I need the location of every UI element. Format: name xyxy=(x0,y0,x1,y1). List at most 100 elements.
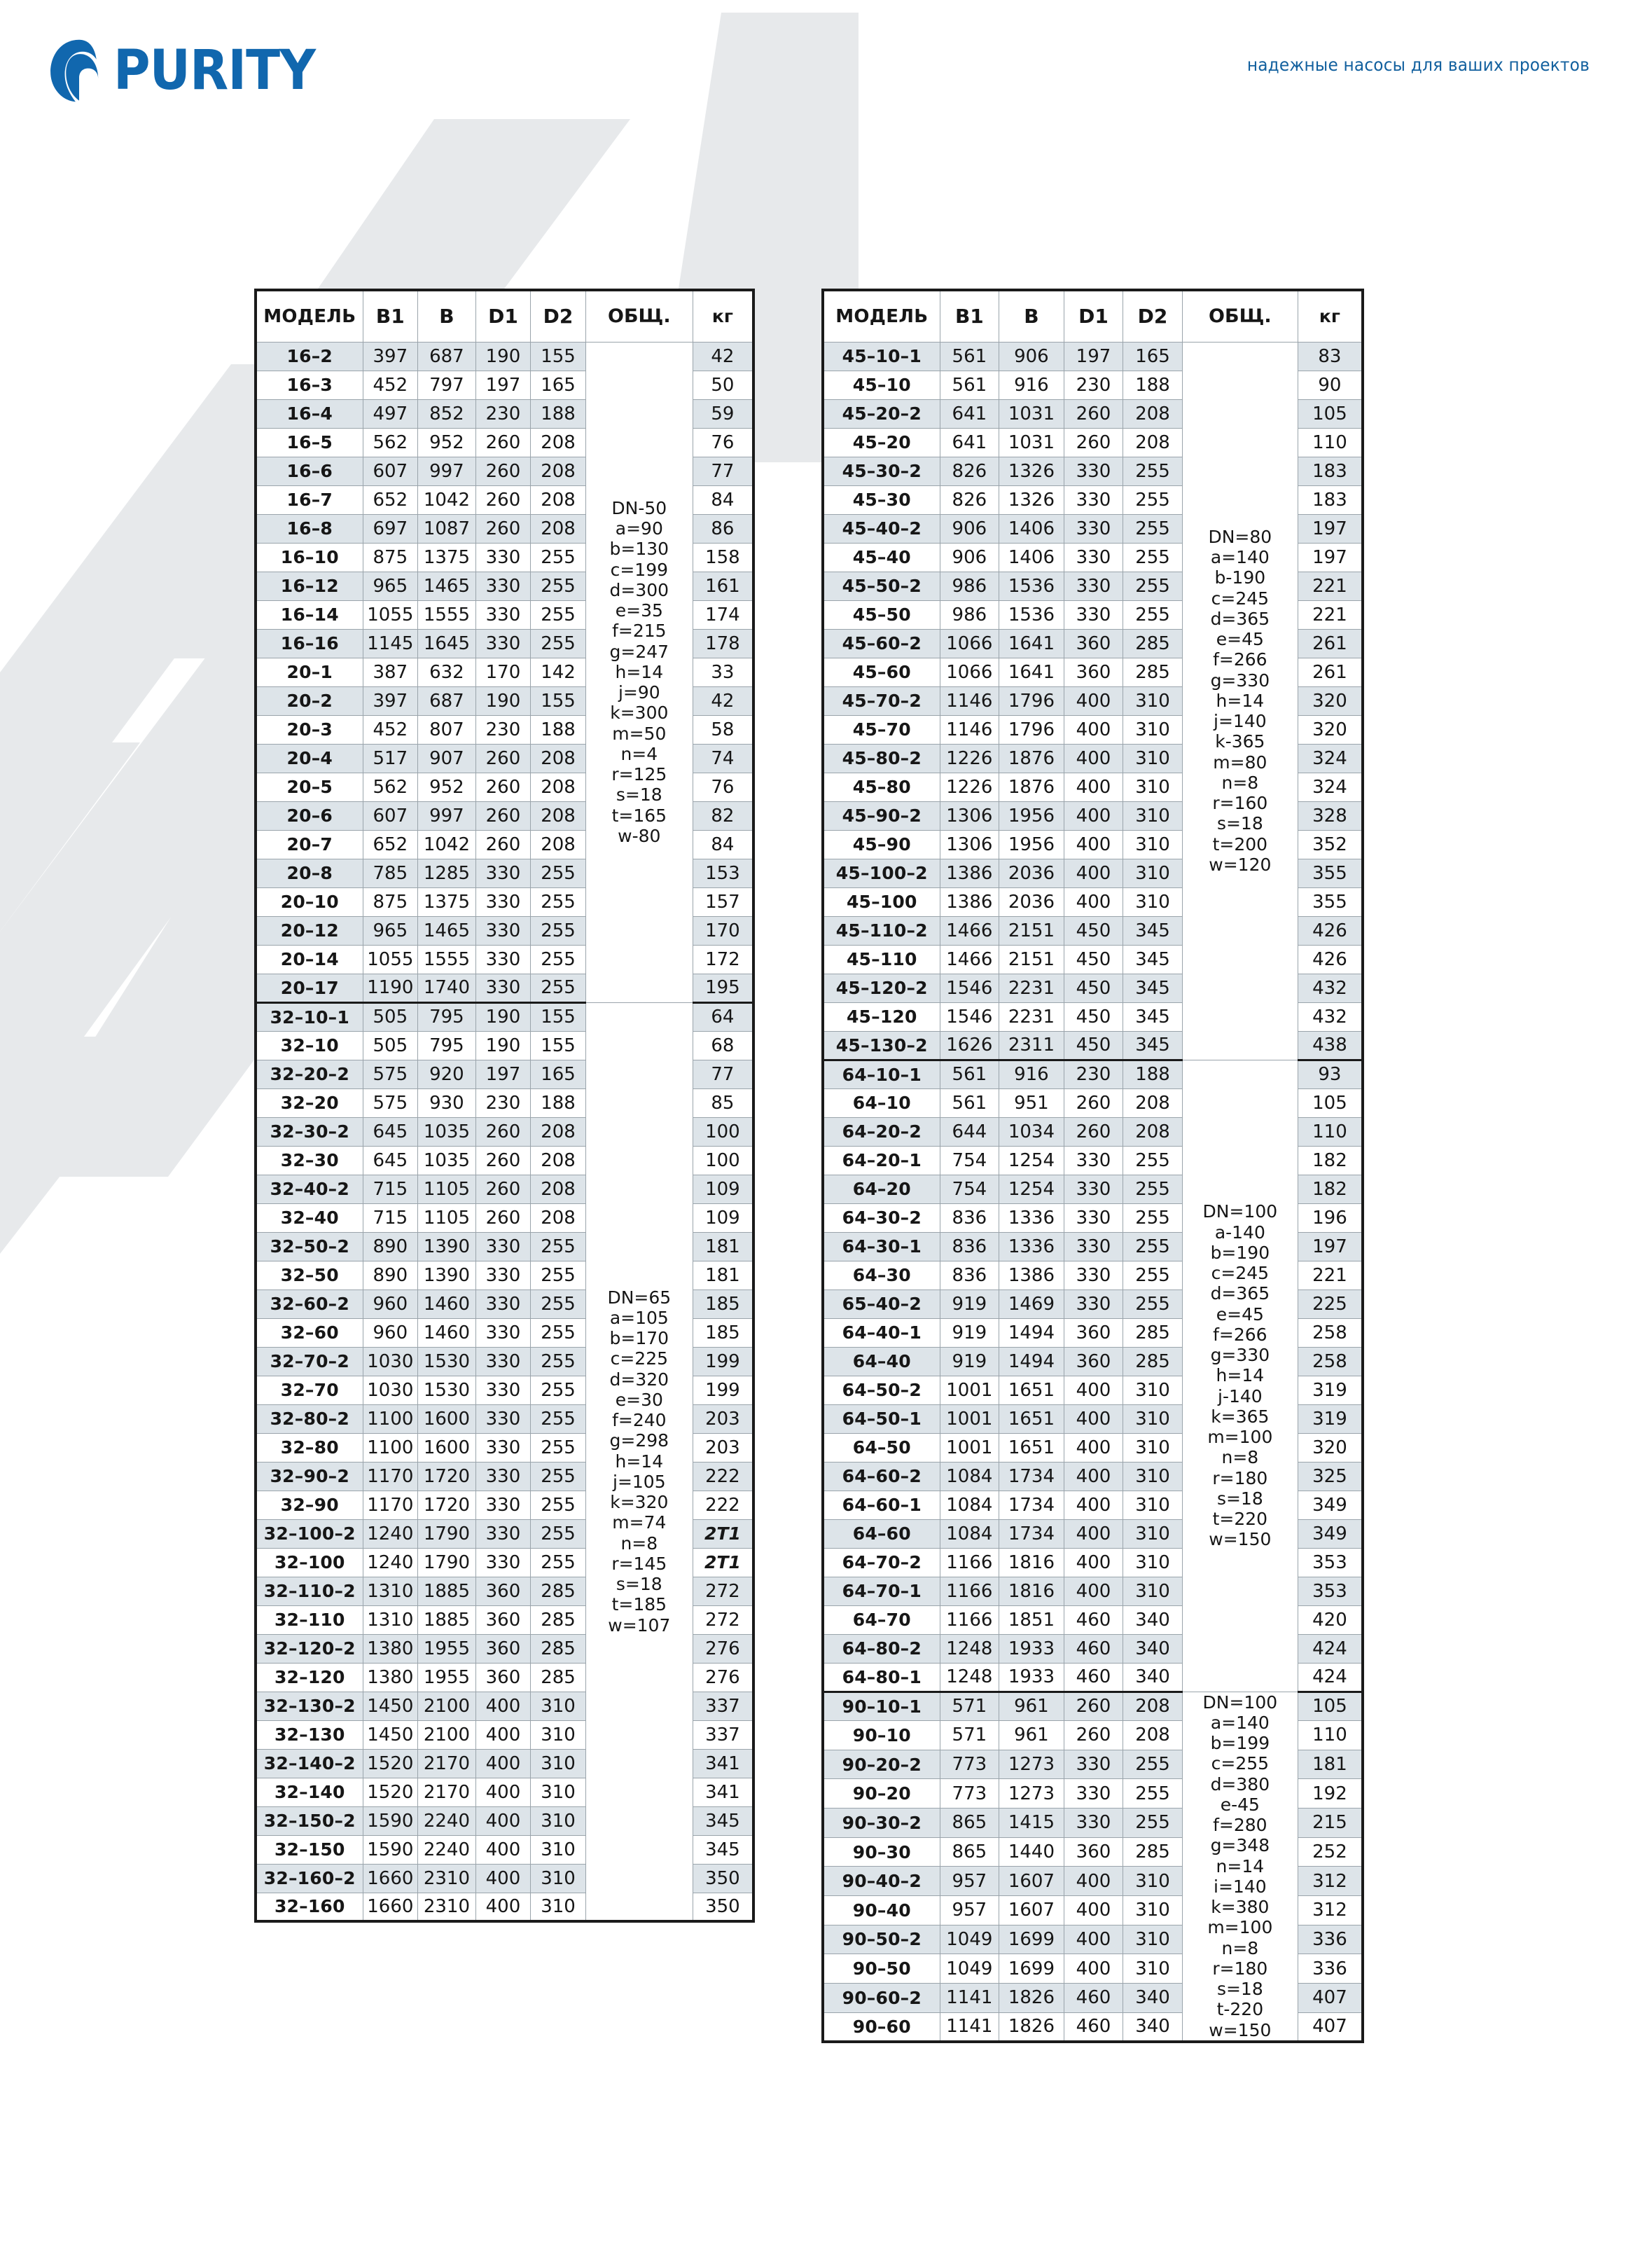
cell-d1: 330 xyxy=(475,1289,531,1319)
cell-d2: 208 xyxy=(1123,399,1183,429)
cell-kg: 350 xyxy=(692,1863,754,1893)
cell-b: 1042 xyxy=(417,829,476,859)
cell-kg: 86 xyxy=(692,513,754,544)
cell-model: 64–30 xyxy=(822,1260,940,1290)
column-header-kg: кг xyxy=(692,289,754,343)
cell-d2: 345 xyxy=(1123,944,1183,974)
cell-model: 32–30–2 xyxy=(255,1116,363,1147)
cell-d2: 142 xyxy=(530,657,586,687)
cell-b1: 607 xyxy=(362,456,419,486)
cell-d2: 310 xyxy=(1123,1375,1183,1405)
cell-d1: 330 xyxy=(475,1260,531,1290)
cell-d1: 260 xyxy=(475,1174,531,1204)
table-row: 64–40 919 1494 360 285 258 xyxy=(822,1346,1363,1376)
cell-model: 64–50–1 xyxy=(822,1404,940,1434)
cell-model: 45–80–2 xyxy=(822,743,940,773)
cell-d2: 255 xyxy=(530,1404,586,1434)
cell-d2: 310 xyxy=(530,1892,586,1921)
cell-b: 1375 xyxy=(417,887,476,917)
cell-d1: 330 xyxy=(1063,600,1124,630)
cell-d1: 400 xyxy=(1063,1519,1124,1549)
cell-b: 1034 xyxy=(999,1116,1064,1147)
dimension-table-left-wrapper: МОДЕЛЬ B1 B D1 D2 ОБЩ. кг 16–2 397 687 190 155 DN-50… xyxy=(254,289,755,1923)
cell-kg: 105 xyxy=(1297,399,1363,429)
cell-d1: 260 xyxy=(475,801,531,831)
cell-d2: 310 xyxy=(530,1863,586,1893)
cell-model: 32–60–2 xyxy=(255,1289,363,1319)
cell-model: 32–120–2 xyxy=(255,1633,363,1664)
cell-b: 1273 xyxy=(999,1749,1064,1780)
cell-b1: 1386 xyxy=(939,858,1000,888)
cell-d1: 197 xyxy=(475,1059,531,1089)
cell-kg: 76 xyxy=(692,427,754,457)
cell-kg: 110 xyxy=(1297,427,1363,457)
cell-b1: 641 xyxy=(939,427,1000,457)
cell-model: 32–150 xyxy=(255,1834,363,1865)
cell-b1: 754 xyxy=(939,1174,1000,1204)
cell-b: 1720 xyxy=(417,1461,476,1491)
table-row: 64–50–2 1001 1651 400 310 319 xyxy=(822,1375,1363,1405)
table-row: 32–150 1590 2240 400 310 345 xyxy=(255,1834,754,1865)
cell-d2: 208 xyxy=(530,456,586,486)
column-header-model: МОДЕЛЬ xyxy=(822,289,940,343)
table-row: 32–50–2 890 1390 330 255 181 xyxy=(255,1231,754,1261)
cell-d1: 400 xyxy=(1063,1895,1124,1925)
cell-kg: 276 xyxy=(692,1662,754,1692)
table-row: 32–90–2 1170 1720 330 255 222 xyxy=(255,1461,754,1491)
table-row: 45–90 1306 1956 400 310 352 xyxy=(822,829,1363,859)
cell-d1: 330 xyxy=(475,1346,531,1376)
cell-model: 32–100–2 xyxy=(255,1519,363,1549)
cell-b: 1465 xyxy=(417,571,476,601)
column-header-d2: D2 xyxy=(1123,289,1183,343)
cell-d1: 400 xyxy=(1063,772,1124,802)
cell-d1: 230 xyxy=(475,714,531,745)
cell-d1: 360 xyxy=(475,1605,531,1635)
cell-d2: 155 xyxy=(530,686,586,716)
table-row: 32–140 1520 2170 400 310 341 xyxy=(255,1777,754,1807)
cell-kg: 203 xyxy=(692,1404,754,1434)
dimension-table-right-wrapper: МОДЕЛЬ B1 B D1 D2 ОБЩ. кг 45–10–1 561 906 197 165 DN… xyxy=(821,289,1364,2043)
cell-model: 20–6 xyxy=(255,801,363,831)
cell-b: 907 xyxy=(417,743,476,773)
cell-b1: 517 xyxy=(362,743,419,773)
cell-b: 1607 xyxy=(999,1866,1064,1896)
cell-d1: 330 xyxy=(1063,1808,1124,1838)
cell-kg: 424 xyxy=(1297,1662,1363,1693)
cell-d2: 255 xyxy=(530,915,586,946)
cell-b: 961 xyxy=(999,1691,1064,1722)
cell-kg: 320 xyxy=(1297,1432,1363,1463)
cell-b: 852 xyxy=(417,399,476,429)
cell-model: 20–10 xyxy=(255,887,363,917)
cell-model: 45–110 xyxy=(822,944,940,974)
cell-kg: 192 xyxy=(1297,1778,1363,1809)
cell-b1: 826 xyxy=(939,485,1000,515)
cell-b: 1607 xyxy=(999,1895,1064,1925)
cell-d1: 330 xyxy=(475,1318,531,1348)
cell-model: 32–140–2 xyxy=(255,1748,363,1778)
cell-d2: 310 xyxy=(1123,1924,1183,1955)
table-row: 32–120–2 1380 1955 360 285 276 xyxy=(255,1633,754,1664)
cell-d1: 330 xyxy=(475,1519,531,1549)
table-row: 32–80–2 1100 1600 330 255 203 xyxy=(255,1404,754,1434)
cell-d2: 310 xyxy=(530,1777,586,1807)
cell-b1: 1170 xyxy=(362,1490,419,1520)
cell-d1: 330 xyxy=(1063,456,1124,486)
cell-model: 20–4 xyxy=(255,743,363,773)
cell-b1: 960 xyxy=(362,1289,419,1319)
table-row: 45–110–2 1466 2151 450 345 426 xyxy=(822,915,1363,946)
cell-b1: 773 xyxy=(939,1778,1000,1809)
cell-model: 90–40–2 xyxy=(822,1866,940,1896)
table-row: 32–160 1660 2310 400 310 350 xyxy=(255,1892,754,1921)
cell-kg: 325 xyxy=(1297,1461,1363,1491)
cell-d2: 340 xyxy=(1123,1605,1183,1635)
cell-d1: 260 xyxy=(1063,1691,1124,1722)
cell-b1: 575 xyxy=(362,1088,419,1118)
cell-d2: 255 xyxy=(530,1547,586,1577)
cell-d2: 285 xyxy=(1123,1837,1183,1867)
cell-b1: 641 xyxy=(939,399,1000,429)
cell-b1: 1660 xyxy=(362,1892,419,1921)
cell-kg: 109 xyxy=(692,1203,754,1233)
table-row: 90–50 1049 1699 400 310 336 xyxy=(822,1954,1363,1984)
cell-d2: 285 xyxy=(1123,628,1183,658)
